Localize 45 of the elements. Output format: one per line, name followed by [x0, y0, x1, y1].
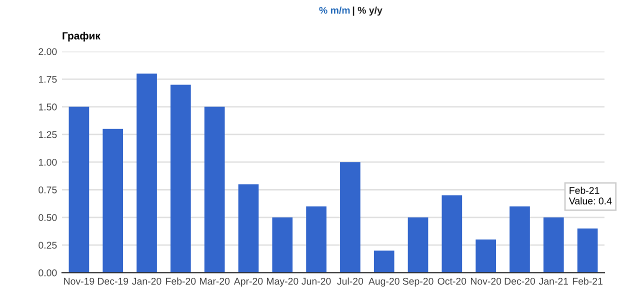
x-tick-label: Mar-20 — [200, 278, 230, 285]
bar — [476, 240, 496, 273]
y-tick-label: 0.75 — [38, 186, 57, 194]
y-tick-label: 2.00 — [38, 48, 57, 56]
bar — [510, 206, 530, 273]
y-tick-label: 0.00 — [38, 269, 57, 276]
x-tick-label: Nov-20 — [470, 278, 502, 285]
text: | % y/y — [352, 6, 382, 16]
x-tick-label: Dec-20 — [504, 278, 536, 285]
x-tick-label: Sep-20 — [402, 278, 434, 287]
bar — [442, 195, 462, 273]
x-tick-label: Feb-20 — [166, 278, 196, 285]
bar — [68, 106, 90, 273]
text: % m/m — [319, 6, 350, 14]
y-tick-label: 0.50 — [38, 214, 57, 222]
x-tick-label: Jan-20 — [132, 278, 162, 285]
x-tick-label: Dec-19 — [98, 278, 128, 285]
bar — [340, 162, 360, 273]
x-tick-label: Aug-20 — [368, 278, 400, 287]
x-tick-label: May-20 — [266, 278, 298, 287]
bar — [238, 184, 259, 273]
annotation: Feb-21 Value: 0.4 — [568, 186, 612, 204]
bar — [306, 206, 326, 273]
x-tick-label: Feb-21 — [572, 278, 602, 285]
bar — [543, 217, 564, 273]
bar — [408, 217, 428, 273]
x-tick-label: Jan-21 — [538, 278, 568, 285]
bar — [136, 74, 157, 273]
bar — [102, 128, 124, 273]
y-tick-label: 1.00 — [38, 158, 57, 166]
bar — [272, 217, 293, 273]
chart-title: График — [62, 32, 100, 42]
x-tick-label: Oct-20 — [438, 278, 466, 285]
y-tick-label: 1.25 — [38, 131, 57, 138]
y-tick-label: 0.25 — [38, 242, 57, 249]
y-tick-label: 1.50 — [38, 104, 57, 110]
y-tick-label: 1.75 — [38, 76, 57, 83]
x-tick-label: Apr-20 — [234, 278, 263, 287]
x-tick-label: Nov-19 — [64, 278, 94, 285]
bar — [170, 84, 191, 273]
x-tick-label: Jun-20 — [302, 278, 331, 285]
bar — [374, 250, 394, 273]
x-tick-label: Jul-20 — [337, 278, 364, 285]
bar — [577, 228, 598, 273]
bar — [204, 106, 225, 273]
